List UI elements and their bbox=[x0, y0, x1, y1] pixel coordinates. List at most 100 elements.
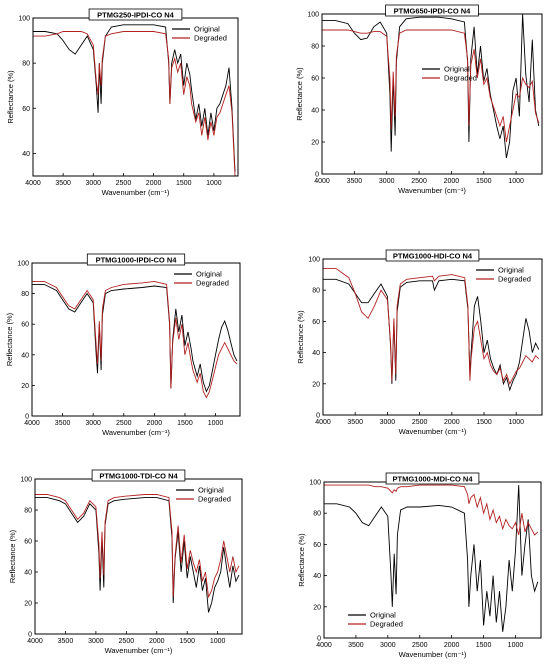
x-tick-label: 1000 bbox=[508, 178, 524, 185]
y-axis-label: Reflectance (%) bbox=[5, 312, 14, 366]
series-line-degraded bbox=[33, 31, 236, 176]
x-axis-label: Wavenumber (cm⁻¹) bbox=[102, 428, 170, 437]
x-tick-label: 2000 bbox=[444, 419, 460, 426]
x-tick-label: 4000 bbox=[25, 180, 41, 187]
y-tick-label: 40 bbox=[21, 352, 29, 359]
legend-label-degraded: Degraded bbox=[370, 620, 403, 629]
series-line-original bbox=[33, 24, 236, 172]
series-line-degraded bbox=[322, 29, 540, 143]
y-tick-label: 100 bbox=[20, 477, 32, 484]
legend-label-original: Original bbox=[498, 266, 524, 275]
y-tick-label: 80 bbox=[312, 288, 320, 295]
x-tick-label: 2000 bbox=[149, 638, 165, 645]
x-axis-label: Wavenumber (cm⁻¹) bbox=[399, 427, 467, 436]
x-tick-label: 3000 bbox=[379, 178, 395, 185]
chart-panel-1: 4000 3500 3000 2500 2000 1500 1000 40 60 80 100 Wav… bbox=[6, 8, 239, 197]
y-tick-label: 60 bbox=[22, 106, 30, 113]
series-line-original bbox=[322, 14, 540, 159]
legend-label-original: Original bbox=[370, 611, 396, 620]
x-tick-label: 2000 bbox=[147, 420, 163, 427]
x-tick-label: 2000 bbox=[146, 180, 162, 187]
x-axis-label: Wavenumber (cm⁻¹) bbox=[105, 646, 173, 655]
legend-label-original: Original bbox=[198, 486, 224, 495]
x-tick-label: 2500 bbox=[116, 420, 132, 427]
x-tick-label: 1000 bbox=[206, 180, 222, 187]
chart-title-box bbox=[88, 8, 183, 21]
x-tick-label: 1500 bbox=[177, 420, 193, 427]
x-tick-label: 1500 bbox=[176, 180, 192, 187]
legend-label-degraded: Degraded bbox=[196, 279, 229, 288]
x-tick-label: 4000 bbox=[314, 178, 330, 185]
y-axis-label: Reflectance (%) bbox=[8, 529, 17, 583]
x-tick-label: 2500 bbox=[412, 642, 428, 649]
x-tick-label: 1000 bbox=[210, 638, 226, 645]
x-tick-label: 3500 bbox=[55, 420, 71, 427]
chart-title: PTMG250-IPDI-CO N4 bbox=[97, 11, 175, 20]
chart-title-box bbox=[385, 472, 480, 485]
x-tick-label: 3000 bbox=[88, 638, 104, 645]
chart-panel-5: 4000 3500 3000 2500 2000 1500 1000 0 20 40 60 80 100… bbox=[8, 469, 243, 655]
x-tick-label: 1000 bbox=[508, 642, 524, 649]
plot-frame bbox=[321, 13, 543, 175]
x-tick-label: 1000 bbox=[508, 419, 524, 426]
chart-panel-2: 4000 3500 3000 2500 2000 1500 1000 0 20 40 60 80 100… bbox=[295, 4, 543, 195]
series-line-original bbox=[323, 278, 540, 392]
legend-label-degraded: Degraded bbox=[498, 275, 531, 284]
y-tick-label: 60 bbox=[313, 542, 321, 549]
x-tick-label: 1500 bbox=[476, 642, 492, 649]
x-tick-label: 3000 bbox=[380, 419, 396, 426]
x-tick-label: 3500 bbox=[348, 642, 364, 649]
x-axis-label: Wavenumber (cm⁻¹) bbox=[399, 650, 467, 659]
y-axis-label: Reflectance (%) bbox=[6, 70, 15, 124]
x-tick-label: 2500 bbox=[116, 180, 132, 187]
y-tick-label: 80 bbox=[313, 511, 321, 518]
y-tick-label: 20 bbox=[312, 381, 320, 388]
y-tick-label: 80 bbox=[21, 291, 29, 298]
y-tick-label: 60 bbox=[311, 76, 319, 83]
series-line-original bbox=[32, 283, 238, 393]
chart-title-box bbox=[86, 253, 186, 266]
x-tick-label: 1500 bbox=[476, 419, 492, 426]
x-tick-label: 3000 bbox=[85, 420, 101, 427]
legend-label-original: Original bbox=[194, 25, 220, 34]
y-tick-label: 0 bbox=[316, 413, 320, 420]
x-tick-label: 4000 bbox=[24, 420, 40, 427]
series-line-degraded bbox=[35, 494, 240, 599]
y-tick-label: 0 bbox=[315, 172, 319, 179]
chart-title-box bbox=[385, 4, 479, 17]
y-tick-label: 0 bbox=[317, 636, 321, 643]
y-tick-label: 20 bbox=[21, 383, 29, 390]
y-tick-label: 20 bbox=[24, 601, 32, 608]
y-tick-label: 20 bbox=[313, 604, 321, 611]
x-tick-label: 3500 bbox=[347, 178, 363, 185]
y-tick-label: 100 bbox=[17, 261, 29, 268]
y-tick-label: 0 bbox=[25, 414, 29, 421]
y-tick-label: 80 bbox=[24, 508, 32, 515]
x-tick-label: 4000 bbox=[27, 638, 43, 645]
series-line-degraded bbox=[32, 280, 238, 399]
y-tick-label: 20 bbox=[311, 140, 319, 147]
legend-label-original: Original bbox=[444, 65, 470, 74]
y-tick-label: 60 bbox=[21, 322, 29, 329]
y-tick-label: 60 bbox=[312, 319, 320, 326]
x-tick-label: 2000 bbox=[444, 178, 460, 185]
chart-title: PTMG650-IPDI-CO N4 bbox=[394, 7, 472, 16]
y-tick-label: 40 bbox=[24, 570, 32, 577]
legend-label-original: Original bbox=[196, 270, 222, 279]
x-tick-label: 3000 bbox=[86, 180, 102, 187]
y-tick-label: 80 bbox=[22, 61, 30, 68]
series-line-degraded bbox=[323, 267, 540, 385]
x-tick-label: 3000 bbox=[380, 642, 396, 649]
x-tick-label: 4000 bbox=[316, 642, 332, 649]
x-tick-label: 3500 bbox=[347, 419, 363, 426]
series-line-original bbox=[324, 485, 539, 632]
chart-panel-4: 4000 3500 3000 2500 2000 1500 1000 0 20 40 60 80 100… bbox=[296, 249, 543, 436]
series-line-degraded bbox=[324, 484, 539, 536]
chart-title-box bbox=[385, 249, 480, 262]
y-axis-label: Reflectance (%) bbox=[295, 67, 304, 121]
